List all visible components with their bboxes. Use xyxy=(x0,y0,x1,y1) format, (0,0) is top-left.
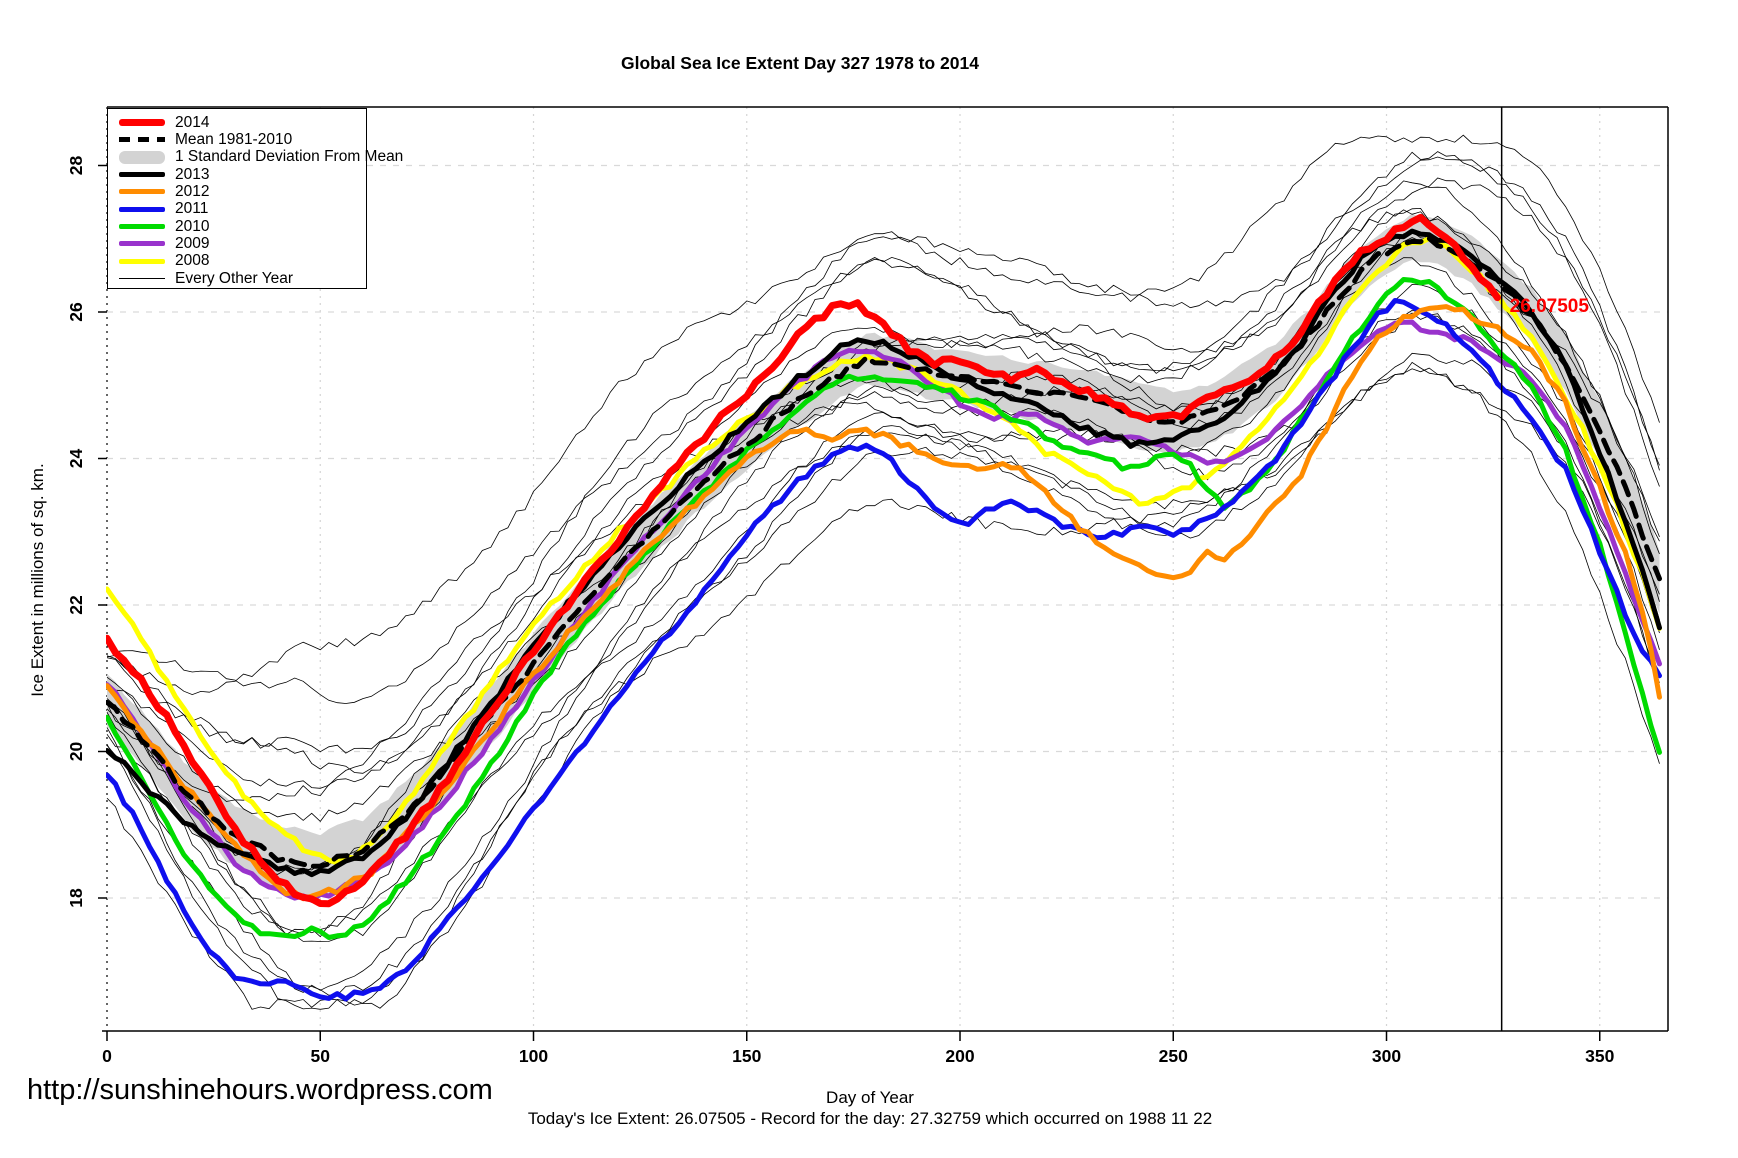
y-tick-label-22: 22 xyxy=(66,595,86,615)
legend-item-2009: 2009 xyxy=(108,235,366,252)
series-2009 xyxy=(106,319,1662,903)
x-tick-label-300: 300 xyxy=(1372,1046,1401,1066)
legend-swatch-line xyxy=(119,258,165,264)
background-year-line-14 xyxy=(106,156,1660,704)
x-tick-label-350: 350 xyxy=(1585,1046,1614,1066)
background-year-line-10 xyxy=(106,209,1660,802)
legend-swatch-thin xyxy=(119,277,165,280)
series-2013 xyxy=(106,228,1662,878)
legend-swatch-dashed xyxy=(119,137,165,143)
background-year-line-11 xyxy=(106,180,1660,789)
series-2014 xyxy=(106,213,1501,908)
series-2011 xyxy=(106,298,1662,1002)
x-tick-label-200: 200 xyxy=(945,1046,974,1066)
legend-item-2008: 2008 xyxy=(108,252,366,269)
x-tick-label-50: 50 xyxy=(311,1046,331,1066)
legend-item-1-standard-deviation-from-mean: 1 Standard Deviation From Mean xyxy=(108,149,403,166)
series-mean-1981-2010 xyxy=(106,235,1662,869)
background-year-line-5 xyxy=(106,283,1660,938)
legend-item-2011: 2011 xyxy=(108,200,366,217)
background-year-line-1 xyxy=(106,367,1660,1010)
legend-swatch-band xyxy=(119,150,165,164)
y-tick-label-28: 28 xyxy=(66,156,86,176)
legend-swatch-thick xyxy=(119,119,165,127)
legend-item-2010: 2010 xyxy=(108,218,366,235)
legend-item-mean-1981-2010: Mean 1981-2010 xyxy=(108,131,366,148)
legend-label: 2012 xyxy=(175,183,210,201)
y-tick-label-20: 20 xyxy=(66,742,86,762)
legend-swatch-line xyxy=(119,172,165,178)
background-year-line-0 xyxy=(106,361,1660,1010)
x-tick-label-100: 100 xyxy=(519,1046,548,1066)
legend-swatch-line xyxy=(119,223,165,229)
x-tick-label-250: 250 xyxy=(1159,1046,1188,1066)
series-2012 xyxy=(106,304,1662,902)
current-value-annotation: 26.07505 xyxy=(1509,295,1589,317)
background-year-line-15 xyxy=(106,134,1660,696)
legend-label: 2009 xyxy=(175,234,210,252)
background-year-line-2 xyxy=(106,352,1660,996)
background-year-line-6 xyxy=(106,234,1660,936)
legend-swatch-line xyxy=(119,206,165,212)
legend-label: 2014 xyxy=(175,113,210,131)
x-tick-label-0: 0 xyxy=(102,1046,112,1066)
y-tick-label-18: 18 xyxy=(66,888,86,908)
series-2010 xyxy=(106,277,1662,940)
x-tick-label-150: 150 xyxy=(732,1046,761,1066)
legend-label: 2008 xyxy=(175,252,210,270)
chart-title: Global Sea Ice Extent Day 327 1978 to 20… xyxy=(621,53,979,73)
legend-label: Every Other Year xyxy=(175,269,294,287)
y-tick-label-24: 24 xyxy=(66,449,86,469)
curves-group xyxy=(106,134,1662,1010)
legend-item-2014: 2014 xyxy=(108,114,366,131)
legend-label: 2011 xyxy=(175,200,209,218)
background-year-line-12 xyxy=(106,177,1660,774)
legend-box: 2014 Mean 1981-2010 1 Standard Deviation F… xyxy=(107,108,403,289)
watermark-url: http://sunshinehours.wordpress.com xyxy=(27,1074,493,1106)
footer-status-line: Today's Ice Extent: 26.07505 - Record fo… xyxy=(527,1109,1213,1128)
legend-item-2013: 2013 xyxy=(108,166,366,183)
legend-item-2012: 2012 xyxy=(108,183,366,200)
legend-swatch-line xyxy=(119,241,165,247)
legend-label: 2010 xyxy=(175,217,210,235)
x-axis-label: Day of Year xyxy=(826,1088,914,1107)
legend-item-every-other-year: Every Other Year xyxy=(108,270,366,287)
legend-label: Mean 1981-2010 xyxy=(175,131,293,149)
background-year-line-13 xyxy=(106,151,1660,754)
legend-label: 1 Standard Deviation From Mean xyxy=(175,148,404,166)
legend-label: 2013 xyxy=(175,165,210,183)
y-tick-label-26: 26 xyxy=(66,302,86,322)
legend-swatch-line xyxy=(119,189,165,195)
